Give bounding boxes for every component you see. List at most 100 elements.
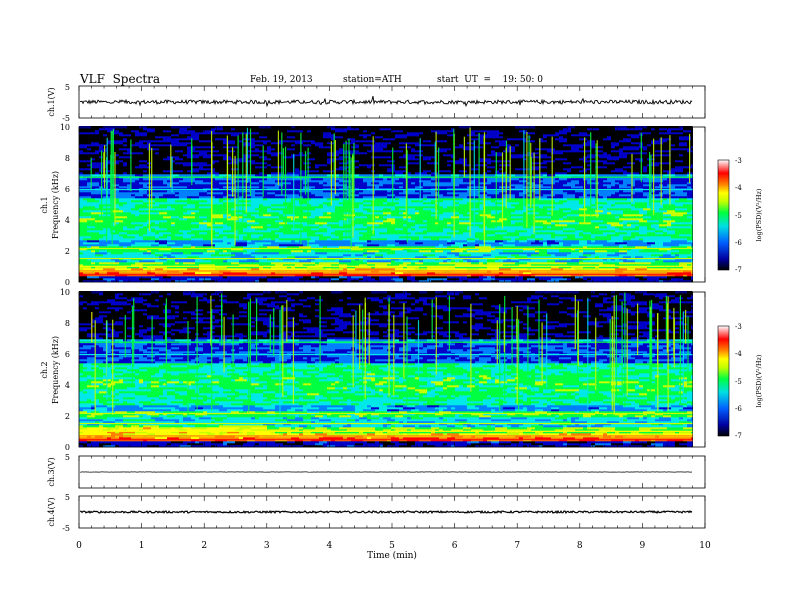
spectrogram-cell	[683, 196, 693, 199]
spectrogram-cell	[231, 198, 235, 201]
spectrogram-cell	[91, 260, 99, 263]
spectrogram-cell	[187, 156, 199, 159]
spectrogram-cell	[199, 214, 211, 217]
spectrogram-cell	[351, 200, 363, 203]
spectrogram-cell	[191, 180, 203, 183]
spectrogram-cell	[627, 242, 639, 245]
spectrogram-cell	[79, 214, 91, 217]
spectrogram-cell	[471, 224, 483, 227]
spectrogram-cell	[211, 262, 215, 265]
spectrogram-cell	[531, 254, 539, 257]
spectrogram-cell	[211, 194, 219, 197]
spectrogram-cell	[371, 236, 375, 239]
spectrogram-cell	[279, 252, 291, 255]
spectrogram-cell	[379, 276, 383, 279]
spectrogram-cell	[331, 178, 343, 181]
spectrogram-cell	[351, 208, 363, 211]
spectrogram-cell	[627, 190, 631, 193]
spectrogram-cell	[131, 220, 143, 223]
spectrogram-cell	[207, 162, 211, 165]
spectrogram-cell	[447, 262, 459, 265]
spectrogram-cell	[259, 250, 267, 253]
spectrogram-cell	[411, 182, 415, 185]
spectrogram-cell	[507, 254, 511, 257]
spectrogram-cell	[79, 156, 87, 159]
spectrogram-cell	[279, 216, 287, 219]
spectrogram-cell	[155, 196, 159, 199]
spectrogram-cell	[319, 170, 323, 173]
spectrogram-cell	[379, 222, 383, 225]
spectrogram-cell	[107, 280, 111, 283]
spectrogram-cell	[419, 166, 431, 169]
spectrogram-cell	[331, 232, 343, 235]
spectrogram-cell	[527, 256, 539, 259]
spectrogram-cell	[459, 232, 463, 235]
spectrogram-cell	[611, 272, 615, 275]
spectrogram-cell	[507, 278, 515, 281]
spectrogram-cell	[599, 158, 607, 161]
spectrogram-cell	[395, 160, 403, 163]
spectrogram-cell	[631, 162, 635, 165]
spectrogram-cell	[263, 232, 275, 235]
spectrogram-cell	[159, 248, 171, 251]
spectrogram-cell	[371, 280, 379, 283]
spectrogram-cell	[187, 280, 191, 283]
spectrogram-cell	[223, 186, 235, 189]
spectrogram-cell	[611, 224, 623, 227]
spectrogram-cell	[299, 208, 307, 211]
spectrogram-cell	[623, 190, 627, 193]
spectrogram-cell	[619, 254, 631, 257]
spectrogram-cell	[567, 246, 579, 249]
spectrogram-cell	[271, 218, 279, 221]
spectrogram-cell	[271, 174, 279, 177]
spectrogram-cell	[455, 242, 467, 245]
spectrogram-cell	[463, 224, 467, 227]
spectrogram-cell	[555, 224, 567, 227]
spectrogram-cell	[383, 234, 395, 237]
spectrogram-cell	[651, 250, 655, 253]
spectrogram-cell	[211, 160, 219, 163]
spectrogram-cell	[147, 230, 151, 233]
spectrogram-cell	[299, 272, 303, 275]
spectrogram-cell	[255, 194, 259, 197]
spectrogram-cell	[215, 246, 223, 249]
spectrogram-cell	[639, 212, 647, 215]
spectrogram-cell	[79, 272, 83, 275]
spectrogram-cell	[143, 180, 147, 183]
spectrogram-cell	[227, 234, 235, 237]
spectrogram-cell	[591, 204, 595, 207]
spectrogram-cell	[283, 256, 287, 259]
spectrogram-cell	[415, 212, 419, 215]
spectrogram-cell	[591, 278, 603, 281]
spectrogram-cell	[347, 278, 359, 281]
spectrogram-cell	[419, 212, 431, 215]
spectrogram-cell	[211, 180, 223, 183]
spectrogram-cell	[255, 246, 259, 249]
spectrogram-cell	[511, 174, 515, 177]
spectrogram-cell	[279, 248, 287, 251]
spectrogram-cell	[679, 250, 683, 253]
spectrogram-cell	[543, 228, 551, 231]
spectrogram-cell	[91, 236, 99, 239]
spectrogram-cell	[671, 234, 675, 237]
spectrogram-cell	[99, 208, 107, 211]
spectrogram-cell	[311, 182, 319, 185]
spectrogram-cell	[343, 280, 351, 283]
spectrogram-cell	[259, 168, 271, 171]
spectrogram-cell	[383, 222, 391, 225]
spectrogram-cell	[515, 248, 523, 251]
spectrogram-cell	[419, 218, 427, 221]
spectrogram-cell	[543, 224, 551, 227]
spectrogram-cell	[419, 234, 423, 237]
spectrogram-cell	[495, 238, 503, 241]
spectrogram-cell	[423, 264, 431, 267]
spectrogram-cell	[659, 236, 671, 239]
spectrogram-cell	[155, 200, 163, 203]
spectrogram-cell	[287, 206, 299, 209]
spectrogram-cell	[559, 250, 571, 253]
spectrogram-cell	[143, 230, 147, 233]
spectrogram-cell	[667, 222, 671, 225]
spectrogram-cell	[247, 202, 255, 205]
spectrogram-cell	[171, 178, 175, 181]
spectrogram-cell	[327, 162, 331, 165]
